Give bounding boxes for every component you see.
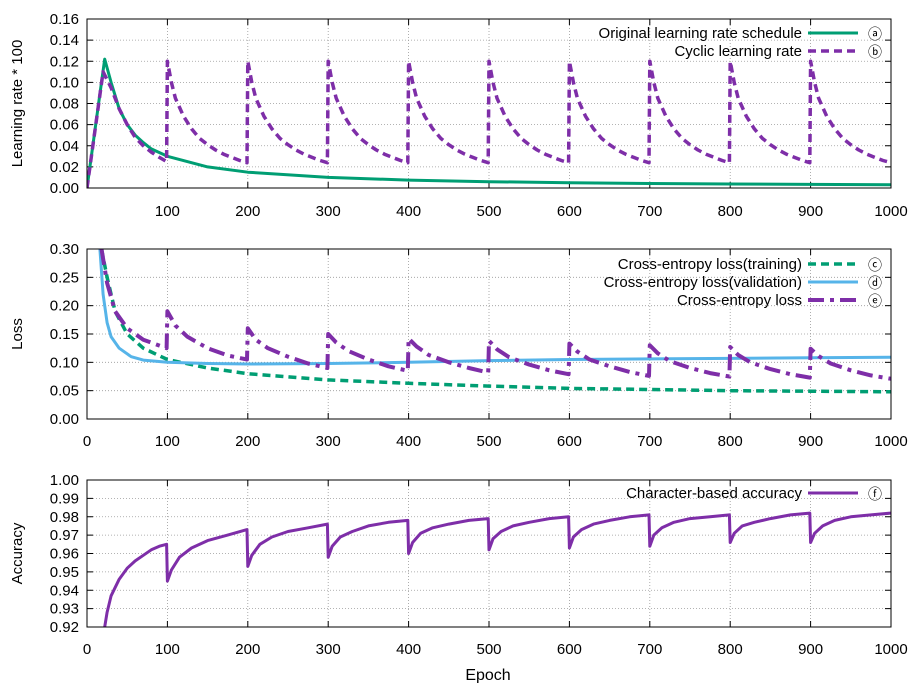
legend-label: Cross-entropy loss(training) (618, 256, 802, 273)
x-tick-label: 400 (396, 641, 421, 658)
x-tick-label: 700 (637, 433, 662, 450)
x-tick-label: 0 (83, 433, 91, 450)
legend-label: Cross-entropy loss (677, 292, 802, 309)
legend-marker: ⓓ (868, 275, 882, 291)
chart-panel-1: 0.00 0.02 0.04 0.06 0.08 0.10 0.12 0.14 0.16 100 2… (9, 11, 908, 220)
x-tick-label: 1000 (874, 641, 907, 658)
y-tick-label: 0.92 (50, 619, 79, 636)
plot-frame (86, 248, 892, 420)
x-tick-label: 800 (718, 433, 743, 450)
x-tick-label: 900 (798, 641, 823, 658)
y-tick-label: 0.10 (50, 74, 79, 91)
y-tick-label: 0.93 (50, 601, 79, 618)
legend-label: Cyclic learning rate (674, 43, 802, 60)
x-tick-label: 300 (316, 203, 341, 220)
y-tick-label: 0.10 (50, 354, 79, 371)
chart-panel-2: 0.00 0.05 0.10 0.15 0.20 0.25 0.30 0 100 200 300 40… (9, 241, 908, 450)
y-tick-label: 0.98 (50, 509, 79, 526)
x-tick-label: 500 (476, 641, 501, 658)
x-tick-label: 0 (83, 641, 91, 658)
y-tick-label: 0.95 (50, 564, 79, 581)
y-tick-label: 0.94 (50, 582, 79, 599)
legend-marker: ⓐ (868, 26, 882, 42)
x-tick-label: 1000 (874, 203, 907, 220)
x-tick-label: 200 (235, 433, 260, 450)
y-axis-label: Learning rate * 100 (9, 40, 26, 168)
y-tick-label: 0.30 (50, 241, 79, 258)
legend-label: Cross-entropy loss(validation) (604, 274, 802, 291)
x-tick-label: 400 (396, 433, 421, 450)
x-tick-label: 100 (155, 433, 180, 450)
series-line-2 (87, 59, 891, 188)
y-tick-label: 0.02 (50, 159, 79, 176)
y-tick-label: 0.06 (50, 117, 79, 134)
legend-marker: ⓒ (868, 257, 882, 273)
y-tick-label: 0.14 (50, 32, 79, 49)
legend-marker: ⓔ (868, 293, 882, 309)
x-tick-label: 600 (557, 203, 582, 220)
x-axis-title: Epoch (465, 667, 510, 683)
x-tick-label: 1000 (874, 433, 907, 450)
x-tick-label: 800 (718, 203, 743, 220)
y-tick-label: 1.00 (50, 472, 79, 489)
legend-label: Character-based accuracy (626, 485, 802, 502)
y-tick-label: 0.00 (50, 180, 79, 197)
x-tick-label: 600 (557, 433, 582, 450)
legend-label: Original learning rate schedule (599, 25, 802, 42)
x-tick-label: 500 (476, 203, 501, 220)
chart-panel-3: 0.920.93 0.940.950.96 0.970.98 0.991.00 0 100… (9, 472, 908, 658)
series-line-1 (103, 511, 891, 627)
series-line-2 (98, 249, 891, 366)
y-tick-label: 0.97 (50, 527, 79, 544)
x-tick-label: 800 (718, 641, 743, 658)
x-tick-label: 300 (316, 433, 341, 450)
x-tick-label: 500 (476, 433, 501, 450)
y-tick-label: 0.20 (50, 298, 79, 315)
y-tick-label: 0.05 (50, 383, 79, 400)
y-tick-label: 0.15 (50, 326, 79, 343)
legend-marker: ⓕ (868, 486, 882, 502)
y-axis-label: Loss (9, 318, 26, 350)
series-line-3 (99, 249, 891, 381)
y-tick-label: 0.96 (50, 546, 79, 563)
x-tick-label: 200 (235, 641, 260, 658)
plot-frame (86, 479, 892, 628)
x-tick-label: 700 (637, 641, 662, 658)
x-tick-label: 600 (557, 641, 582, 658)
x-tick-label: 700 (637, 203, 662, 220)
x-tick-label: 200 (235, 203, 260, 220)
y-tick-label: 0.00 (50, 411, 79, 428)
y-tick-label: 0.12 (50, 53, 79, 70)
y-tick-label: 0.99 (50, 490, 79, 507)
x-tick-label: 300 (316, 641, 341, 658)
x-tick-label: 900 (798, 433, 823, 450)
x-tick-label: 400 (396, 203, 421, 220)
x-tick-label: 100 (155, 203, 180, 220)
y-axis-label: Accuracy (9, 522, 26, 584)
legend-marker: ⓑ (868, 44, 882, 60)
plot-frame (86, 18, 892, 189)
y-tick-label: 0.04 (50, 138, 79, 155)
y-tick-label: 0.16 (50, 11, 79, 28)
y-tick-label: 0.08 (50, 96, 79, 113)
y-tick-label: 0.25 (50, 269, 79, 286)
x-tick-label: 900 (798, 203, 823, 220)
x-tick-label: 100 (155, 641, 180, 658)
